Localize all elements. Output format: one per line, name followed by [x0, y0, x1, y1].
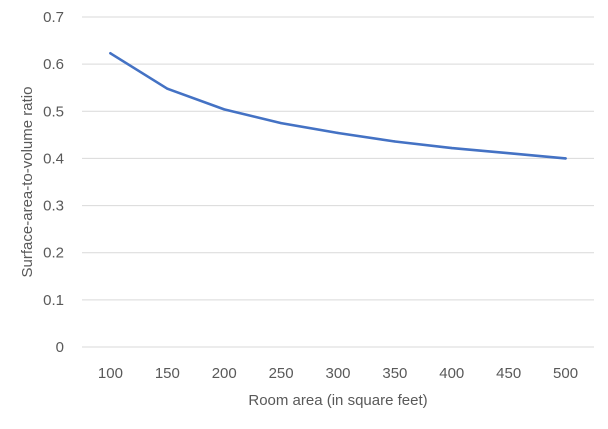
- x-tick-label: 200: [212, 365, 237, 382]
- y-tick-label: 0.6: [43, 56, 64, 73]
- x-tick-label: 400: [439, 365, 464, 382]
- data-point: [564, 157, 567, 160]
- series-lines: [109, 51, 567, 160]
- y-tick-label: 0: [56, 339, 64, 356]
- y-tick-label: 0.2: [43, 245, 64, 262]
- y-tick-label: 0.4: [43, 150, 64, 167]
- x-tick-label: 150: [155, 365, 180, 382]
- y-tick-label: 0.7: [43, 9, 64, 26]
- data-point: [336, 131, 340, 135]
- x-tick-label: 450: [496, 365, 521, 382]
- x-axis-tick-labels: 100 150 200 250 300 350 400 450 500: [98, 365, 578, 382]
- y-tick-label: 0.1: [43, 292, 64, 309]
- gridlines: [82, 16, 594, 348]
- data-point: [393, 140, 397, 143]
- data-point: [450, 146, 453, 150]
- data-point: [166, 87, 169, 90]
- y-tick-label: 0.5: [43, 103, 64, 120]
- y-axis-tick-labels: 0 0.1 0.2 0.3 0.4 0.5 0.6 0.7: [43, 9, 64, 356]
- data-point: [223, 108, 226, 111]
- y-tick-label: 0.3: [43, 198, 64, 215]
- x-tick-label: 350: [382, 365, 407, 382]
- x-axis-title: Room area (in square feet): [248, 392, 427, 409]
- x-tick-label: 300: [325, 365, 350, 382]
- data-point: [109, 52, 112, 55]
- x-tick-label: 250: [269, 365, 294, 382]
- y-axis-title: Surface-area-to-volume ratio: [19, 87, 36, 278]
- series-line: [109, 51, 567, 160]
- data-point: [279, 121, 283, 125]
- x-tick-label: 500: [553, 365, 578, 382]
- data-point: [507, 152, 510, 155]
- x-tick-label: 100: [98, 365, 123, 382]
